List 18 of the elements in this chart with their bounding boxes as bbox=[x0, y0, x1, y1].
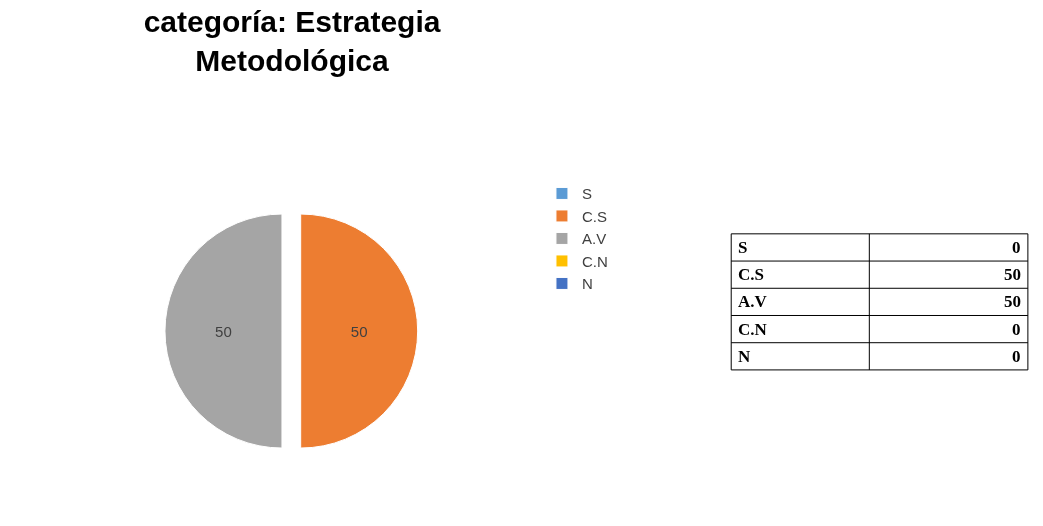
category-label: A.V bbox=[738, 292, 768, 311]
data-label: 0 bbox=[1012, 347, 1021, 366]
legend-label: A.V bbox=[581, 230, 607, 248]
category-label: C.N bbox=[738, 320, 768, 339]
data-label: 0 bbox=[1012, 320, 1021, 339]
data-label: 50 bbox=[350, 322, 368, 340]
category-label: C.S bbox=[738, 265, 764, 284]
legend-label: S bbox=[581, 185, 592, 203]
category-label: S bbox=[738, 238, 748, 257]
legend-label: C.S bbox=[581, 207, 607, 225]
data-label: 50 bbox=[215, 322, 232, 340]
data-label: 50 bbox=[1004, 265, 1021, 284]
data-label: 0 bbox=[1012, 238, 1021, 257]
chart-title: categoría: Estrategia Metodológica bbox=[143, 4, 441, 77]
data-label: 50 bbox=[1004, 292, 1021, 311]
legend-label: C.N bbox=[581, 252, 608, 270]
category-label: N bbox=[738, 347, 751, 366]
legend-label: N bbox=[581, 275, 593, 293]
